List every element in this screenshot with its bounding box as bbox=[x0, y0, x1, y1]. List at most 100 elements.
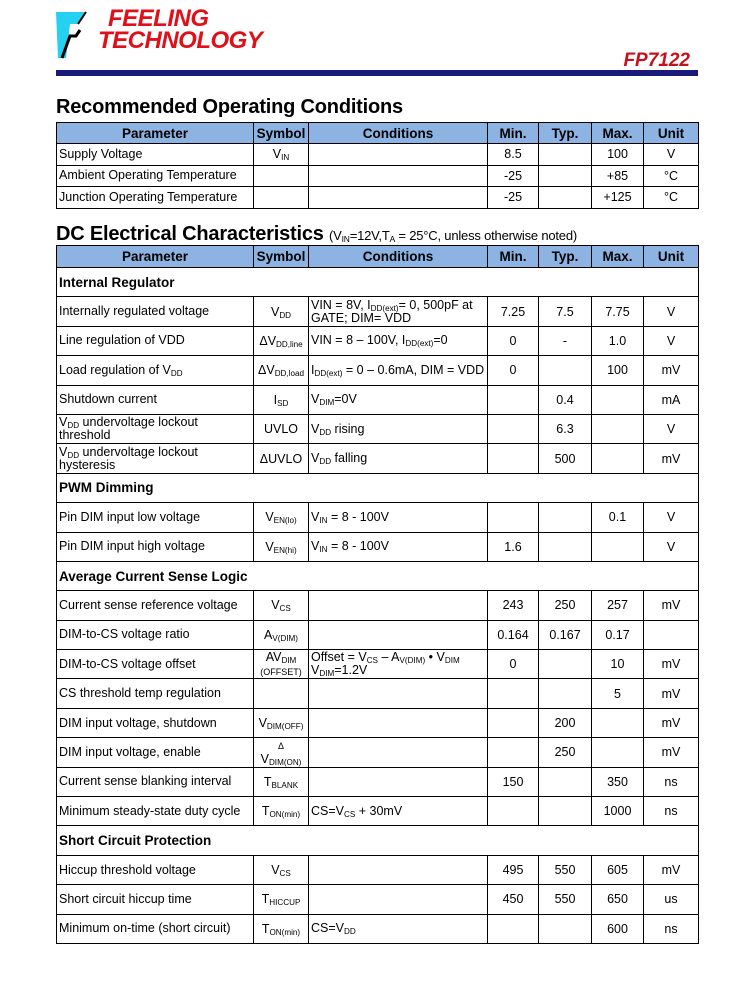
subscript: V(DIM) bbox=[272, 633, 299, 643]
cell-conditions bbox=[308, 186, 488, 209]
cell-symbol: TON(min) bbox=[253, 913, 309, 944]
table-row: Load regulation of VDD ΔVDD,load IDD(ext) … bbox=[56, 355, 699, 386]
cell-text: 0.4 bbox=[556, 392, 574, 407]
cell-unit: mV bbox=[643, 355, 699, 386]
cell-typ bbox=[538, 164, 592, 187]
cell-text: 0 bbox=[509, 363, 517, 378]
text-segment: V bbox=[271, 863, 280, 877]
cell-min bbox=[487, 502, 539, 533]
table-row: Current sense reference voltage VCS 243 250… bbox=[56, 590, 699, 621]
subscript: CS bbox=[344, 809, 356, 819]
cell-max bbox=[591, 413, 644, 445]
cell-text: Hiccup threshold voltage bbox=[59, 862, 196, 877]
cell-text: us bbox=[664, 892, 678, 907]
cell-text: V bbox=[666, 147, 676, 162]
subscript: DD bbox=[319, 457, 332, 467]
cell-min bbox=[487, 707, 539, 739]
cell-parameter: Ambient Operating Temperature bbox=[56, 164, 254, 187]
cell-symbol: VDIM(OFF) bbox=[253, 707, 309, 739]
subscript: SD bbox=[277, 398, 289, 408]
table-row: Minimum on-time (short circuit) TON(min) C… bbox=[56, 913, 699, 944]
cell-conditions: CS=VCS + 30mV bbox=[308, 796, 488, 827]
symbol-suffix: (OFFSET) bbox=[260, 667, 302, 678]
cell-text: DIM input voltage, shutdown bbox=[59, 715, 217, 730]
text-segment: (V bbox=[329, 228, 342, 243]
column-header-min: Min. bbox=[487, 122, 539, 144]
cell-max: 0.17 bbox=[591, 619, 644, 651]
subscript: ON(min) bbox=[269, 810, 301, 820]
cell-text: 100 bbox=[607, 363, 628, 378]
cell-text: +85 bbox=[606, 168, 629, 183]
cell-text: mV bbox=[661, 657, 681, 672]
section-header: Internal Regulator bbox=[56, 266, 699, 298]
section-row: PWM Dimming bbox=[56, 472, 699, 504]
cell-parameter: DIM-to-CS voltage offset bbox=[56, 649, 254, 680]
column-header-unit: Unit bbox=[643, 122, 699, 144]
cell-symbol bbox=[253, 164, 309, 187]
text-segment: = 0, 500pF at GATE; DIM= VDD bbox=[311, 297, 473, 325]
cell-parameter: Current sense reference voltage bbox=[56, 590, 254, 621]
text-segment: = 25°C, unless otherwise noted) bbox=[395, 228, 578, 243]
cell-text: Short circuit hiccup time bbox=[59, 891, 192, 906]
cell-parameter: DIM-to-CS voltage ratio bbox=[56, 619, 254, 651]
text-segment: = 8 - 100V bbox=[327, 509, 389, 524]
cell-text: Internally regulated voltage bbox=[59, 304, 210, 319]
cell-max: 100 bbox=[591, 355, 644, 386]
cell-max: 650 bbox=[591, 884, 644, 915]
cell-unit: mV bbox=[643, 737, 699, 768]
cell-text: ns bbox=[664, 774, 678, 789]
subscript: DIM bbox=[319, 669, 335, 679]
text-segment: =0V bbox=[334, 392, 357, 407]
cell-min bbox=[487, 913, 539, 944]
cell-parameter: Current sense blanking interval bbox=[56, 766, 254, 798]
cell-conditions: IDD(ext) = 0 – 0.6mA, DIM = VDD bbox=[308, 355, 488, 386]
cell-symbol: ΔVDD,load bbox=[253, 355, 309, 386]
cell-typ bbox=[538, 678, 592, 709]
subscript: IN bbox=[281, 153, 290, 163]
cell-text: CS threshold temp regulation bbox=[59, 686, 221, 701]
column-header-conditions: Conditions bbox=[308, 122, 488, 144]
text-segment: rising bbox=[331, 421, 365, 436]
cell-unit: V bbox=[643, 531, 699, 562]
cell-text: 1000 bbox=[603, 804, 632, 819]
text-segment: T bbox=[261, 892, 270, 907]
cell-parameter: Hiccup threshold voltage bbox=[56, 854, 254, 886]
cell-symbol: THICCUP bbox=[253, 884, 309, 915]
cell-min: 0 bbox=[487, 649, 539, 680]
cell-unit bbox=[643, 619, 699, 651]
subscript: DD(ext) bbox=[405, 339, 434, 349]
cell-text: V bbox=[666, 539, 676, 554]
table-row: Hiccup threshold voltage VCS 495 550 605 mV bbox=[56, 854, 699, 886]
subscript: A bbox=[389, 234, 396, 244]
subscript: DD bbox=[279, 310, 292, 320]
cell-parameter: DIM input voltage, shutdown bbox=[56, 707, 254, 739]
text-segment: CS=V bbox=[311, 803, 345, 818]
cell-text: DIM input voltage, enable bbox=[59, 744, 201, 759]
column-header-max: Max. bbox=[591, 122, 644, 144]
text-segment: V bbox=[311, 509, 320, 524]
cell-min bbox=[487, 796, 539, 827]
cell-conditions bbox=[308, 164, 488, 187]
column-header-parameter: Parameter bbox=[56, 245, 254, 268]
cell-min: 7.25 bbox=[487, 296, 539, 327]
cell-text: 100 bbox=[607, 147, 628, 162]
cell-unit: °C bbox=[643, 164, 699, 187]
text-segment: AV bbox=[265, 650, 282, 665]
cell-text: 550 bbox=[554, 892, 576, 907]
cell-text: 200 bbox=[554, 716, 576, 731]
cell-min: 0 bbox=[487, 325, 539, 357]
subscript: HICCUP bbox=[269, 898, 301, 908]
subscript: DD bbox=[67, 421, 80, 431]
table-row: Ambient Operating Temperature -25 +85 °C bbox=[56, 164, 699, 187]
subscript: DIM(OFF) bbox=[266, 722, 304, 732]
subscript: EN(hi) bbox=[273, 545, 297, 555]
cell-parameter: Shutdown current bbox=[56, 384, 254, 415]
cell-text: 250 bbox=[554, 745, 576, 760]
column-header-typ: Typ. bbox=[538, 245, 592, 268]
text-segment: V bbox=[311, 539, 320, 554]
table-row: Pin DIM input high voltage VEN(hi) VIN = 8… bbox=[56, 531, 699, 562]
cell-text: 0 bbox=[509, 657, 517, 672]
cell-text: DIM-to-CS voltage offset bbox=[59, 656, 196, 671]
part-number: FP7122 bbox=[623, 50, 690, 71]
cell-text: 250 bbox=[554, 598, 576, 613]
